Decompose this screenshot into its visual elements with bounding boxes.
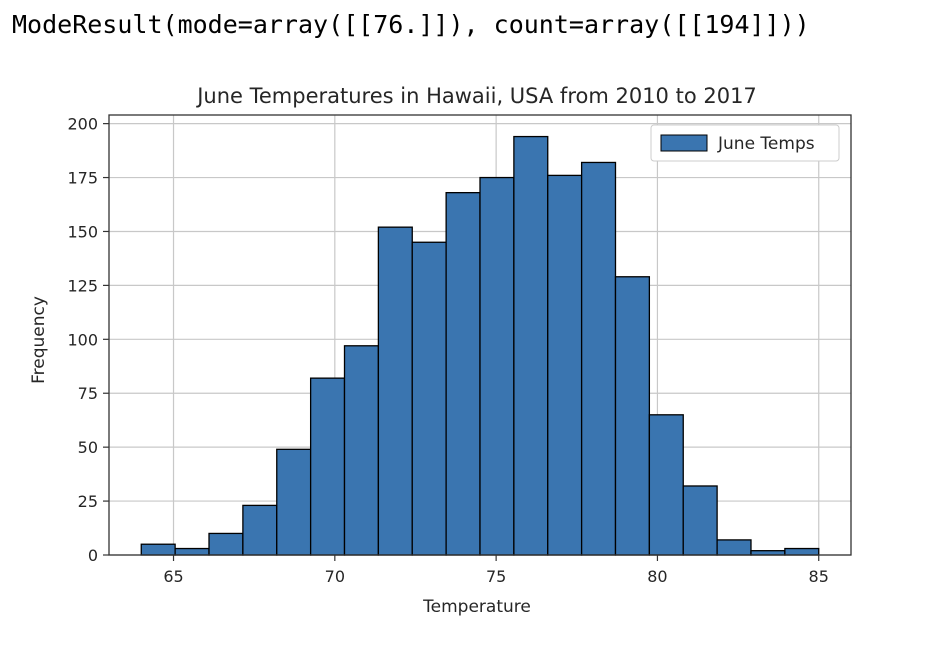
x-axis-title: Temperature xyxy=(422,597,531,617)
x-tick-label: 80 xyxy=(647,567,667,586)
histogram-bar xyxy=(784,547,820,556)
histogram-bar xyxy=(309,377,346,556)
y-tick-label: 50 xyxy=(78,438,98,457)
histogram-bar xyxy=(411,241,447,556)
histogram-bar xyxy=(242,504,278,556)
y-tick-label: 175 xyxy=(67,169,98,188)
y-tick-label: 75 xyxy=(78,384,98,403)
histogram-bar xyxy=(513,135,549,556)
histogram-bars xyxy=(140,135,820,556)
histogram-bar xyxy=(716,539,752,556)
x-tick-label: 85 xyxy=(809,567,829,586)
y-tick-label: 100 xyxy=(67,330,98,349)
legend-box xyxy=(650,124,840,162)
mode-result-output: ModeResult(mode=array([[76.]]), count=ar… xyxy=(12,10,810,39)
x-tick-label: 65 xyxy=(163,567,183,586)
histogram-bar xyxy=(547,174,583,556)
x-tick-label: 70 xyxy=(325,567,345,586)
histogram-bar xyxy=(614,276,651,556)
histogram-bar xyxy=(276,448,312,556)
histogram-bar xyxy=(174,547,210,556)
histogram-bar xyxy=(682,485,718,556)
x-axis-ticks: 65 70 75 80 85 xyxy=(163,555,829,586)
histogram-bar xyxy=(377,226,413,556)
y-tick-label: 125 xyxy=(67,276,98,295)
y-tick-label: 0 xyxy=(88,546,98,565)
y-axis-ticks: 0 25 50 75 100 125 150 175 200 xyxy=(67,115,109,565)
histogram-bar xyxy=(445,191,481,556)
legend-label: June Temps xyxy=(717,134,815,154)
histogram-bar xyxy=(648,414,684,556)
histogram-bar xyxy=(208,532,244,556)
y-tick-label: 25 xyxy=(78,492,98,511)
histogram-bar xyxy=(343,345,380,556)
legend-swatch xyxy=(660,134,708,152)
y-axis-title: Frequency xyxy=(29,296,49,384)
histogram-bar xyxy=(479,176,515,556)
legend: June Temps xyxy=(650,124,840,162)
histogram-bar xyxy=(140,543,176,556)
y-tick-label: 200 xyxy=(67,115,98,134)
chart-title: June Temperatures in Hawaii, USA from 20… xyxy=(195,84,757,108)
histogram-bar xyxy=(580,161,617,556)
x-tick-label: 75 xyxy=(486,567,506,586)
y-tick-label: 150 xyxy=(67,222,98,241)
plot-frame xyxy=(108,114,852,556)
